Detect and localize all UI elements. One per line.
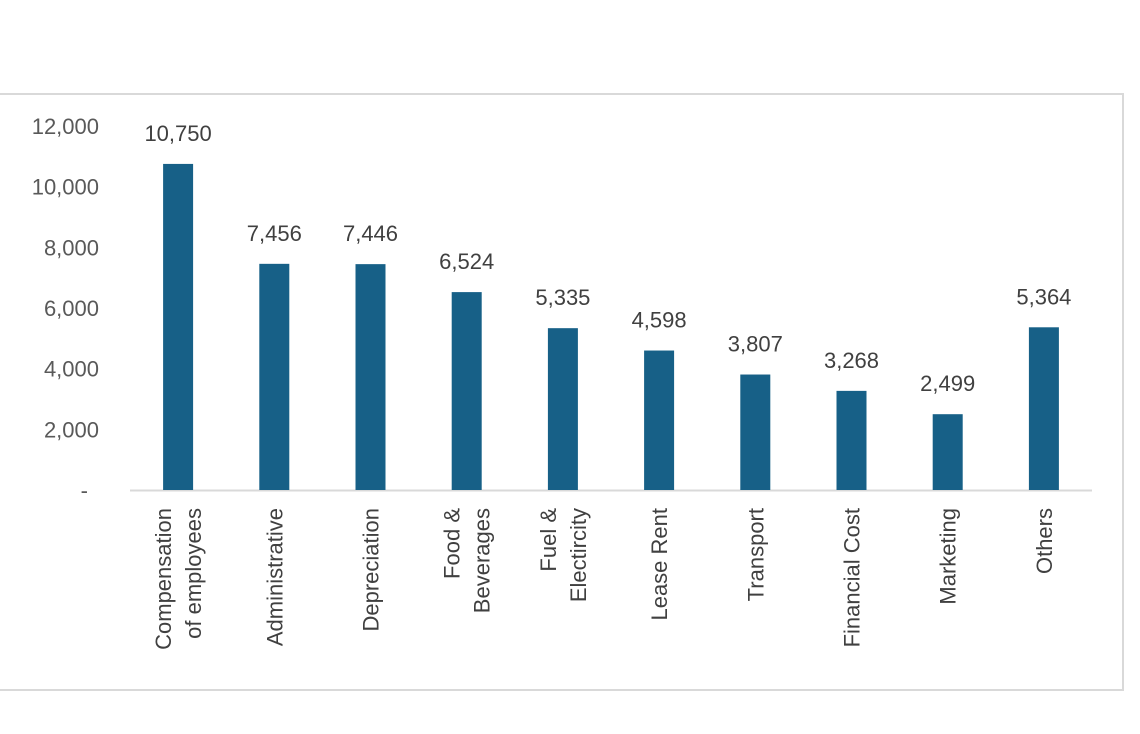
category-label-line: Transport xyxy=(743,508,768,601)
bar xyxy=(932,414,963,490)
y-tick-label: - xyxy=(81,478,88,503)
data-label: 2,499 xyxy=(920,371,975,396)
bar xyxy=(644,350,675,490)
category-label-line: Lease Rent xyxy=(647,508,672,621)
category-label: Food & Beverages xyxy=(440,508,495,614)
y-tick-label: 2,000 xyxy=(44,417,99,442)
category-label-line: Depreciation xyxy=(359,508,384,632)
bar xyxy=(836,390,867,490)
data-label: 7,456 xyxy=(247,221,302,246)
data-label: 7,446 xyxy=(343,221,398,246)
category-label: Fuel & Electircity xyxy=(536,508,591,602)
category-labels-group: Compensation of employees Administrative De… xyxy=(151,508,1057,650)
category-label-line: Electircity xyxy=(566,508,591,602)
bar xyxy=(259,263,290,490)
bar xyxy=(355,264,386,490)
bar xyxy=(163,163,194,490)
bar xyxy=(740,374,771,490)
category-label-line: of employees xyxy=(181,508,206,639)
category-label: Marketing xyxy=(936,508,961,605)
data-label: 10,750 xyxy=(144,121,211,146)
y-tick-label: 8,000 xyxy=(44,235,99,260)
category-label-line: Administrative xyxy=(262,508,287,646)
y-tick-label: 10,000 xyxy=(32,175,99,200)
category-label-line: Beverages xyxy=(470,508,495,613)
category-label-line: Food & xyxy=(440,508,465,579)
data-labels-group: 10,750 7,456 7,446 6,524 5,335 4,598 3,807 3,26… xyxy=(144,121,1071,396)
y-tick-label: 12,000 xyxy=(32,114,99,139)
y-tick-label: 6,000 xyxy=(44,296,99,321)
data-label: 6,524 xyxy=(439,249,494,274)
category-label-line: Financial Cost xyxy=(840,508,865,647)
data-label: 3,268 xyxy=(824,348,879,373)
data-label: 3,807 xyxy=(728,332,783,357)
category-label: Financial Cost xyxy=(840,508,865,647)
data-label: 5,364 xyxy=(1016,284,1071,309)
bar xyxy=(451,292,482,490)
category-label-line: Marketing xyxy=(936,508,961,605)
data-label: 4,598 xyxy=(632,308,687,333)
bar xyxy=(547,328,578,490)
y-tick-label: 4,000 xyxy=(44,357,99,382)
bars-group xyxy=(163,163,1059,490)
category-label: Lease Rent xyxy=(647,508,672,621)
data-label: 5,335 xyxy=(535,285,590,310)
category-label: Others xyxy=(1032,508,1057,574)
category-label: Transport xyxy=(743,508,768,601)
category-label: Compensation of employees xyxy=(151,508,206,650)
category-label-line: Fuel & xyxy=(536,508,561,572)
category-label: Depreciation xyxy=(359,508,384,632)
category-label: Administrative xyxy=(262,508,287,646)
category-label-line: Others xyxy=(1032,508,1057,574)
bar xyxy=(1028,327,1059,490)
y-axis-ticks: - 2,000 4,000 6,000 8,000 10,000 12,000 xyxy=(32,114,99,503)
category-label-line: Compensation xyxy=(151,508,176,650)
